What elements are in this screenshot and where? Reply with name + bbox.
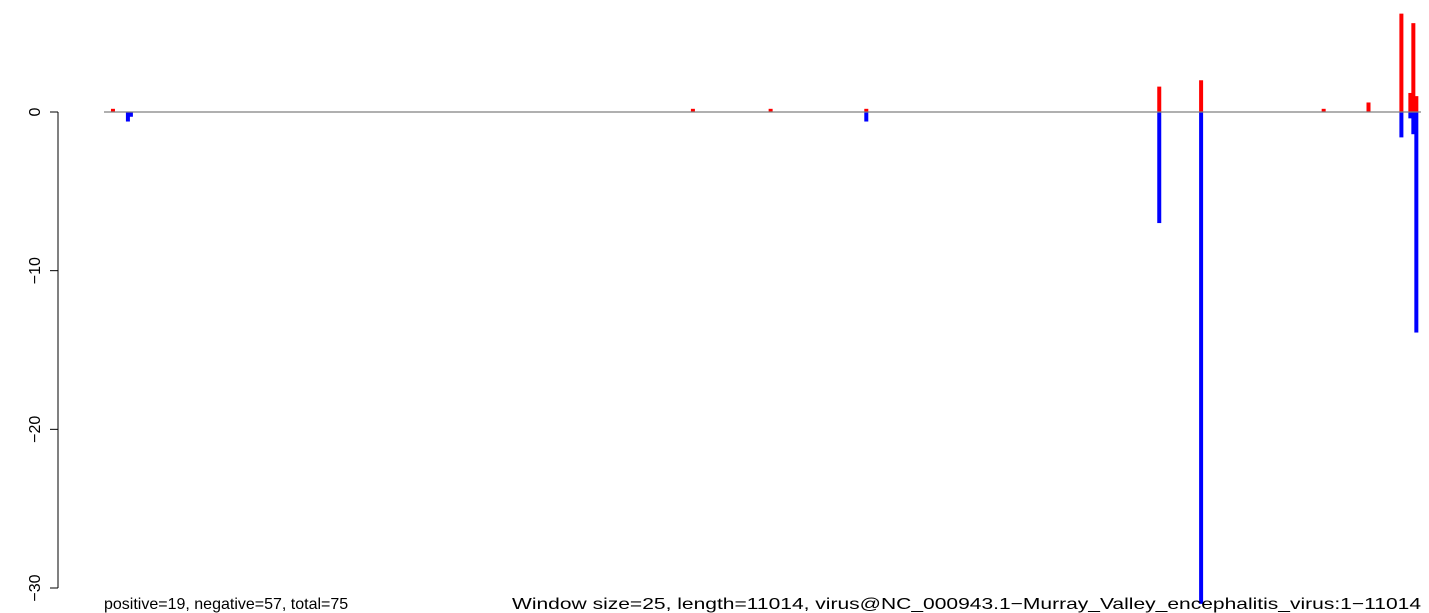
positive-bar <box>690 108 695 112</box>
positive-bar <box>1408 92 1413 112</box>
negative-bar <box>1157 112 1162 224</box>
y-tick-label: −10 <box>27 257 44 284</box>
negative-bar <box>864 112 869 122</box>
positive-bar <box>1199 80 1204 112</box>
negative-bar <box>128 112 133 117</box>
positive-bar <box>864 108 869 112</box>
positive-bar <box>110 108 115 112</box>
y-axis: 0 −10 −20 −30 <box>27 107 59 602</box>
positive-bar <box>1321 108 1326 112</box>
positive-bar <box>1399 13 1404 113</box>
y-tick-label: 0 <box>27 107 44 116</box>
positive-bar <box>1366 102 1371 112</box>
annotation-window-info: Window size=25, length=11014, virus@NC_0… <box>512 596 1421 613</box>
negative-bar <box>1411 112 1416 135</box>
negative-bar <box>125 112 130 122</box>
negative-bar <box>1414 112 1419 333</box>
y-tick-label: −20 <box>27 416 44 443</box>
positive-bar <box>1414 96 1419 112</box>
negative-bar <box>1399 112 1404 138</box>
bars <box>110 13 1419 604</box>
annotation-counts: positive=19, negative=57, total=75 <box>104 596 348 613</box>
positive-bar <box>768 108 773 112</box>
positive-bar <box>1157 86 1162 112</box>
negative-bar <box>1408 112 1413 119</box>
positive-bar <box>1411 23 1416 112</box>
negative-bar <box>1199 112 1204 604</box>
y-tick-label: −30 <box>27 574 44 601</box>
